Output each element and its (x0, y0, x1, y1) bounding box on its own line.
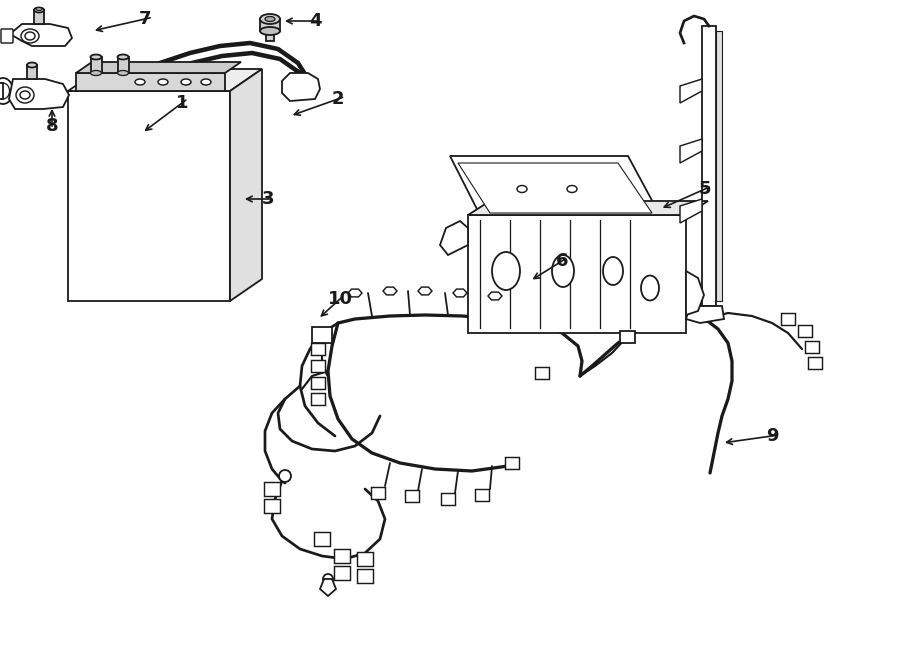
Ellipse shape (260, 27, 280, 35)
Ellipse shape (603, 257, 623, 285)
Ellipse shape (91, 54, 102, 59)
FancyBboxPatch shape (312, 327, 332, 343)
FancyBboxPatch shape (475, 489, 489, 501)
FancyBboxPatch shape (535, 367, 549, 379)
FancyBboxPatch shape (311, 360, 325, 372)
Polygon shape (680, 199, 702, 223)
Ellipse shape (91, 71, 102, 75)
Ellipse shape (492, 252, 520, 290)
Ellipse shape (118, 71, 129, 75)
Polygon shape (458, 163, 652, 213)
FancyBboxPatch shape (357, 569, 373, 583)
Ellipse shape (181, 79, 191, 85)
Polygon shape (468, 201, 708, 215)
FancyBboxPatch shape (371, 487, 385, 499)
Ellipse shape (34, 7, 44, 13)
FancyBboxPatch shape (441, 493, 455, 505)
FancyBboxPatch shape (1, 29, 13, 43)
Polygon shape (68, 91, 230, 301)
Ellipse shape (260, 14, 280, 24)
Polygon shape (68, 69, 262, 91)
Ellipse shape (135, 79, 145, 85)
FancyBboxPatch shape (264, 499, 280, 513)
Ellipse shape (21, 29, 39, 43)
FancyBboxPatch shape (405, 490, 419, 502)
Text: 7: 7 (139, 10, 151, 28)
FancyBboxPatch shape (620, 331, 635, 343)
Ellipse shape (265, 17, 275, 22)
Text: 6: 6 (556, 252, 568, 270)
Text: 1: 1 (176, 94, 188, 112)
Ellipse shape (158, 79, 168, 85)
Polygon shape (76, 62, 241, 73)
Ellipse shape (36, 7, 42, 11)
FancyBboxPatch shape (311, 343, 325, 355)
FancyBboxPatch shape (357, 552, 373, 566)
FancyBboxPatch shape (808, 357, 822, 369)
Polygon shape (453, 289, 467, 297)
Polygon shape (383, 287, 397, 295)
Ellipse shape (517, 186, 527, 192)
FancyBboxPatch shape (505, 457, 519, 469)
Polygon shape (282, 73, 320, 101)
Polygon shape (348, 289, 362, 297)
Ellipse shape (20, 91, 30, 99)
Text: 5: 5 (698, 180, 711, 198)
Ellipse shape (323, 574, 333, 584)
FancyBboxPatch shape (716, 31, 722, 301)
FancyBboxPatch shape (260, 19, 280, 31)
FancyBboxPatch shape (311, 393, 325, 405)
Ellipse shape (27, 63, 37, 67)
Text: 9: 9 (766, 427, 778, 445)
FancyBboxPatch shape (798, 325, 812, 337)
Polygon shape (10, 24, 72, 46)
Ellipse shape (0, 83, 10, 99)
Text: 4: 4 (309, 12, 321, 30)
Polygon shape (230, 69, 262, 301)
Ellipse shape (552, 255, 574, 287)
Polygon shape (686, 306, 724, 323)
Text: 2: 2 (332, 90, 344, 108)
Polygon shape (76, 73, 225, 91)
FancyBboxPatch shape (34, 10, 44, 24)
Ellipse shape (0, 78, 13, 104)
FancyBboxPatch shape (118, 57, 129, 73)
FancyBboxPatch shape (311, 377, 325, 389)
Polygon shape (450, 156, 662, 219)
FancyBboxPatch shape (702, 26, 716, 306)
Ellipse shape (201, 79, 211, 85)
Ellipse shape (567, 186, 577, 192)
Polygon shape (9, 79, 69, 109)
Text: 10: 10 (328, 290, 353, 308)
FancyBboxPatch shape (781, 313, 795, 325)
Ellipse shape (16, 87, 34, 103)
Ellipse shape (279, 470, 291, 482)
Polygon shape (488, 292, 502, 300)
FancyBboxPatch shape (334, 566, 350, 580)
Polygon shape (686, 271, 704, 315)
FancyBboxPatch shape (266, 29, 274, 41)
FancyBboxPatch shape (314, 532, 330, 546)
Text: 8: 8 (46, 117, 58, 135)
Polygon shape (320, 579, 336, 596)
Polygon shape (440, 221, 468, 255)
FancyBboxPatch shape (468, 215, 686, 333)
Polygon shape (680, 139, 702, 163)
Text: 3: 3 (262, 190, 274, 208)
Ellipse shape (641, 276, 659, 301)
FancyBboxPatch shape (27, 65, 37, 79)
Polygon shape (418, 287, 432, 295)
FancyBboxPatch shape (805, 341, 819, 353)
Polygon shape (680, 79, 702, 103)
Ellipse shape (118, 54, 129, 59)
FancyBboxPatch shape (334, 549, 350, 563)
Ellipse shape (25, 32, 35, 40)
FancyBboxPatch shape (0, 83, 3, 99)
FancyBboxPatch shape (91, 57, 102, 73)
FancyBboxPatch shape (264, 482, 280, 496)
